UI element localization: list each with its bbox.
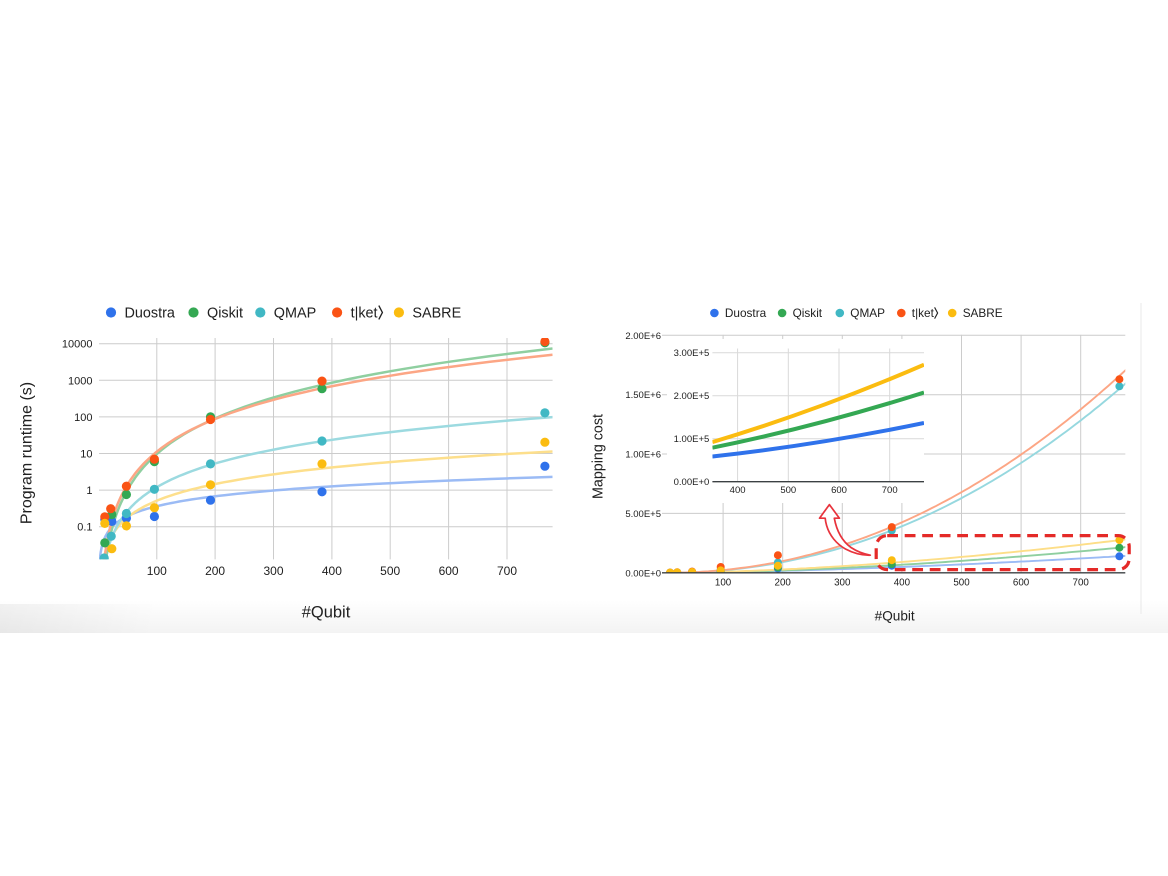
svg-text:100: 100 xyxy=(715,578,732,589)
svg-text:600: 600 xyxy=(831,485,847,496)
svg-text:700: 700 xyxy=(882,485,898,496)
svg-text:400: 400 xyxy=(730,485,746,496)
svg-text:3.00E+5: 3.00E+5 xyxy=(674,348,710,359)
svg-text:Mapping cost: Mapping cost xyxy=(591,414,607,499)
svg-text:400: 400 xyxy=(322,564,342,578)
svg-text:10000: 10000 xyxy=(62,339,93,351)
svg-text:0.00E+0: 0.00E+0 xyxy=(625,568,661,579)
svg-text:700: 700 xyxy=(1073,578,1090,589)
svg-text:1.00E+5: 1.00E+5 xyxy=(674,434,710,445)
svg-text:200: 200 xyxy=(205,564,225,578)
svg-text:#Qubit: #Qubit xyxy=(302,604,351,622)
svg-text:SABRE: SABRE xyxy=(963,306,1003,320)
svg-text:Program runtime (s): Program runtime (s) xyxy=(19,382,36,524)
svg-text:5.00E+5: 5.00E+5 xyxy=(625,509,661,520)
svg-text:SABRE: SABRE xyxy=(412,306,461,322)
svg-text:300: 300 xyxy=(263,564,283,578)
svg-text:0.1: 0.1 xyxy=(77,522,92,534)
svg-text:500: 500 xyxy=(953,578,970,589)
svg-text:Qiskit: Qiskit xyxy=(207,306,243,322)
svg-text:t|ket: t|ket xyxy=(912,306,935,320)
svg-text:1.00E+6: 1.00E+6 xyxy=(625,450,661,461)
svg-text:600: 600 xyxy=(1013,578,1030,589)
svg-text:300: 300 xyxy=(834,578,851,589)
svg-text:10: 10 xyxy=(80,449,92,461)
svg-text:Duostra: Duostra xyxy=(725,306,767,320)
svg-text:#Qubit: #Qubit xyxy=(875,609,915,624)
svg-text:1.50E+6: 1.50E+6 xyxy=(625,390,661,401)
svg-text:t|ket: t|ket xyxy=(351,306,378,322)
svg-text:QMAP: QMAP xyxy=(850,306,885,320)
svg-text:600: 600 xyxy=(439,564,459,578)
svg-text:2.00E+6: 2.00E+6 xyxy=(625,331,661,342)
svg-text:500: 500 xyxy=(380,564,400,578)
svg-text:1000: 1000 xyxy=(68,375,92,387)
svg-text:400: 400 xyxy=(894,578,911,589)
svg-text:2.00E+5: 2.00E+5 xyxy=(674,391,710,402)
svg-text:100: 100 xyxy=(74,412,92,424)
svg-text:Duostra: Duostra xyxy=(125,306,175,322)
svg-text:0.00E+0: 0.00E+0 xyxy=(674,477,710,488)
svg-text:100: 100 xyxy=(147,564,167,578)
svg-text:Qiskit: Qiskit xyxy=(793,306,823,320)
svg-text:QMAP: QMAP xyxy=(274,306,316,322)
svg-text:500: 500 xyxy=(780,485,796,496)
svg-text:700: 700 xyxy=(497,564,517,578)
svg-text:1: 1 xyxy=(86,485,92,497)
svg-text:200: 200 xyxy=(775,578,792,589)
